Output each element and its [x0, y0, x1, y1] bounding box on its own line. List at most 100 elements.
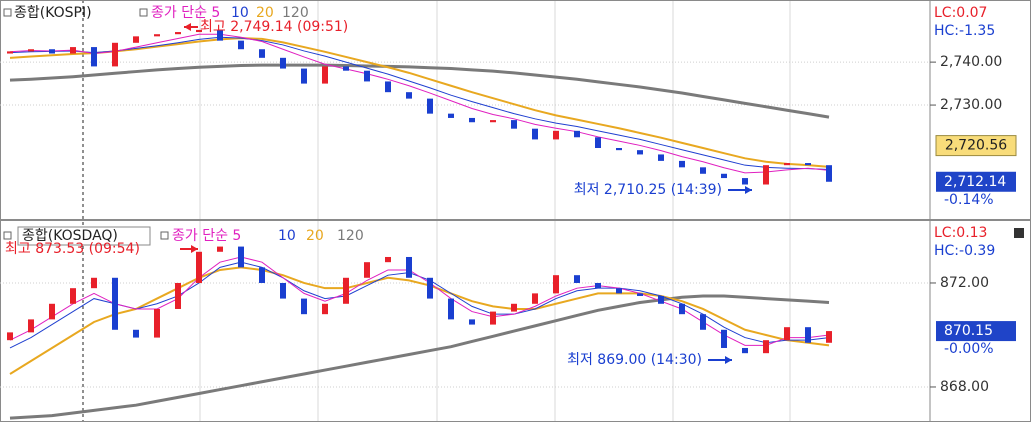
- candle: [301, 298, 307, 315]
- candle: [511, 303, 517, 312]
- y-tick-label: 872.00: [940, 275, 989, 291]
- candle: [784, 327, 790, 341]
- y-tick-label: 868.00: [940, 379, 989, 395]
- legend-icon: [3, 8, 12, 17]
- candle: [490, 120, 496, 123]
- candle: [469, 117, 475, 123]
- annotation: 최저 869.00 (14:30): [567, 352, 702, 368]
- candle: [574, 275, 580, 283]
- last-price-label: 2,712.14: [944, 174, 1006, 190]
- last-price-label: 870.15: [944, 323, 993, 339]
- candle: [196, 29, 202, 33]
- candle: [70, 47, 76, 54]
- panel-title: 종합(KOSPI): [14, 5, 92, 21]
- candle: [490, 311, 496, 325]
- candle: [427, 98, 433, 114]
- ma-line: [9, 37, 830, 168]
- candle: [616, 148, 622, 151]
- hc-label: HC:-0.39: [934, 243, 995, 259]
- change-label: -0.14%: [944, 192, 994, 208]
- candle: [406, 256, 412, 278]
- candle: [91, 277, 97, 289]
- candle: [28, 319, 34, 333]
- legend-entry: 120: [337, 228, 364, 244]
- last-price: [936, 321, 1016, 342]
- legend-entry: 종가 단순 5: [151, 5, 220, 21]
- arrow-head: [725, 356, 732, 364]
- candle: [805, 327, 811, 343]
- title-box: [17, 226, 151, 246]
- candle: [175, 282, 181, 309]
- arrow-head: [745, 186, 752, 194]
- candle: [700, 167, 706, 174]
- arrow-head: [184, 23, 191, 31]
- candle: [637, 150, 643, 155]
- candle: [364, 262, 370, 278]
- candle: [133, 36, 139, 43]
- candle: [721, 173, 727, 179]
- candle: [826, 165, 832, 182]
- candle: [91, 47, 97, 67]
- price-marker: [935, 135, 1017, 157]
- candle: [700, 314, 706, 330]
- ma-line: [9, 33, 830, 174]
- candle: [658, 154, 664, 161]
- candle: [448, 298, 454, 320]
- ma-line: [9, 36, 830, 170]
- candle: [70, 288, 76, 304]
- candle: [553, 130, 559, 140]
- candle: [595, 282, 601, 289]
- ma-line: [9, 294, 830, 420]
- candle: [259, 267, 265, 283]
- legend-entry: 20: [306, 228, 324, 244]
- candle: [217, 246, 223, 252]
- ma-line: [9, 63, 830, 119]
- candle: [49, 303, 55, 320]
- candle: [763, 165, 769, 185]
- candle: [826, 331, 832, 343]
- annotation: 최고 2,749.14 (09:51): [200, 19, 348, 35]
- candle: [658, 295, 664, 304]
- candle: [238, 246, 244, 268]
- candle: [154, 308, 160, 338]
- close-icon[interactable]: [1014, 228, 1024, 238]
- last-price: [936, 171, 1016, 192]
- legend-icon: [160, 231, 169, 240]
- annotation: 최고 873.53 (09:54): [5, 241, 140, 257]
- candle: [133, 329, 139, 338]
- candle: [217, 29, 223, 41]
- candle: [511, 120, 517, 129]
- candle: [385, 81, 391, 93]
- candle: [532, 128, 538, 140]
- arrow-head: [191, 245, 198, 253]
- candle: [238, 40, 244, 50]
- legend-icon: [3, 231, 12, 240]
- candle: [469, 319, 475, 325]
- candle: [175, 32, 181, 35]
- candle: [322, 66, 328, 84]
- hc-label: HC:-1.35: [934, 23, 995, 39]
- candle: [553, 275, 559, 294]
- candle: [322, 303, 328, 315]
- candle: [784, 163, 790, 166]
- candle: [28, 49, 34, 52]
- candle: [679, 160, 685, 168]
- ma-line: [9, 256, 830, 346]
- legend-entry: 20: [256, 5, 274, 21]
- candle: [280, 57, 286, 69]
- candle: [343, 277, 349, 304]
- legend-icon: [139, 8, 148, 17]
- candle: [763, 340, 769, 354]
- candle: [679, 303, 685, 315]
- candle: [280, 282, 286, 299]
- candle: [385, 256, 391, 263]
- ma-line: [9, 266, 830, 375]
- annotation: 최저 2,710.25 (14:39): [574, 182, 722, 198]
- candle: [7, 51, 13, 54]
- candle: [448, 113, 454, 118]
- y-tick-label: 2,740.00: [940, 54, 1002, 70]
- candle: [301, 68, 307, 84]
- y-tick-label: 2,730.00: [940, 97, 1002, 113]
